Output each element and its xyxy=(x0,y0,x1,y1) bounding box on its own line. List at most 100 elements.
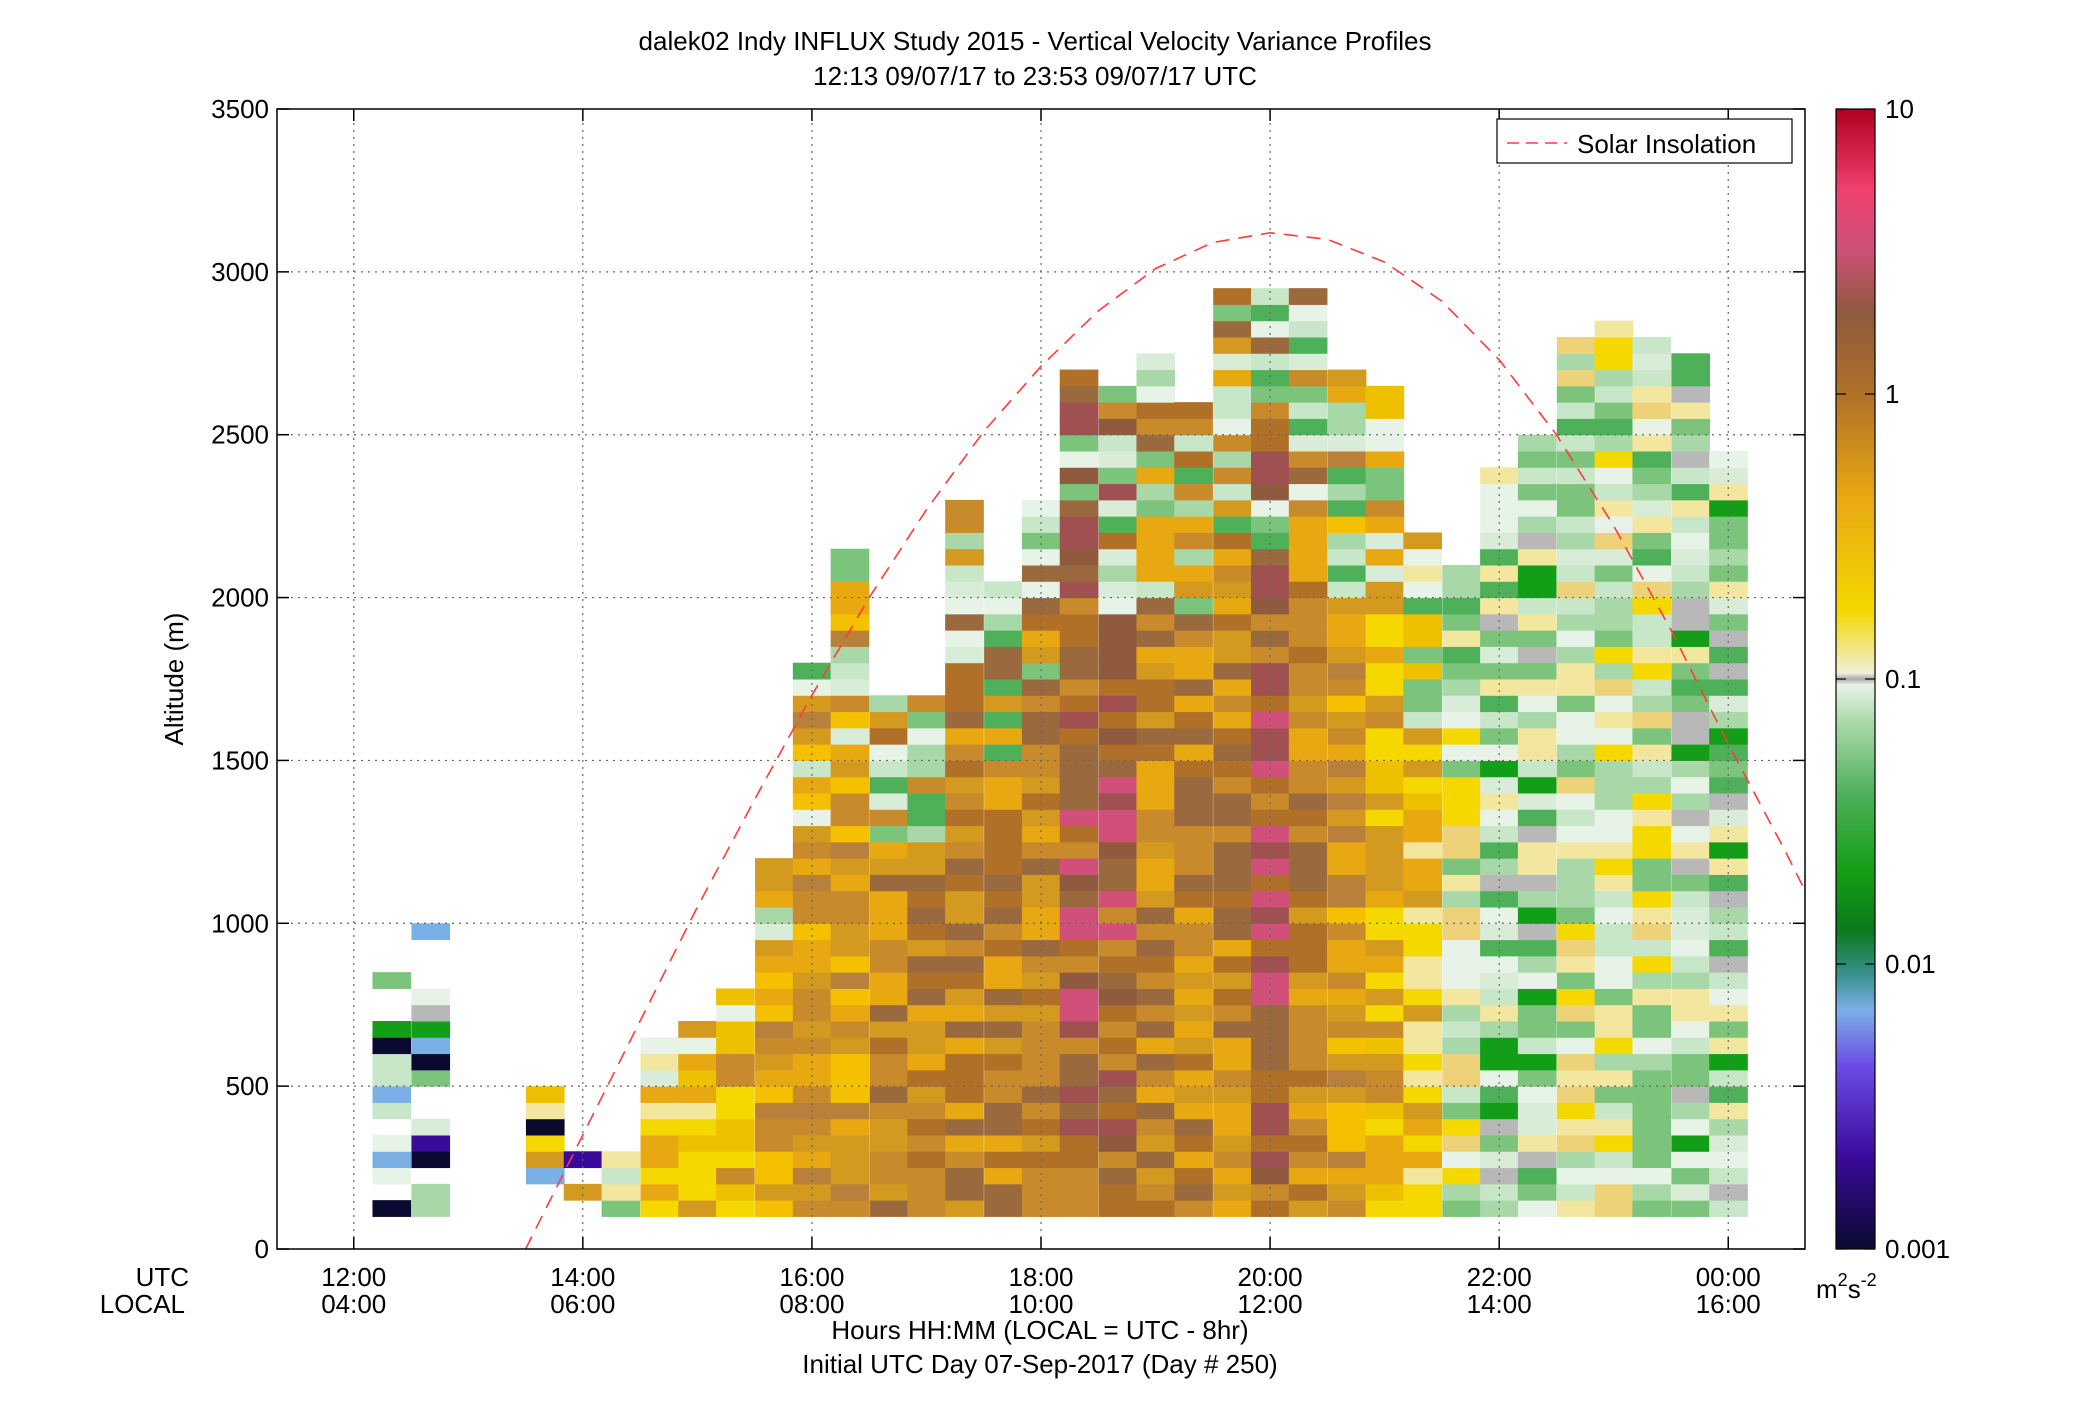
heatmap-cell xyxy=(1709,825,1748,843)
chart-title: dalek02 Indy INFLUX Study 2015 - Vertica… xyxy=(639,26,1432,56)
heatmap-cell xyxy=(1059,695,1099,713)
heatmap-cell xyxy=(1174,711,1213,729)
heatmap-cell xyxy=(1098,418,1138,436)
heatmap-cell xyxy=(1365,972,1405,989)
heatmap-cell xyxy=(1442,776,1481,794)
heatmap-cell xyxy=(1556,1021,1596,1038)
heatmap-cell xyxy=(372,1021,412,1038)
heatmap-cell xyxy=(1327,1200,1367,1217)
heatmap-cell xyxy=(1059,1167,1099,1185)
heatmap-cell xyxy=(1671,988,1711,1006)
heatmap-cell xyxy=(1251,369,1290,387)
heatmap-cell xyxy=(1174,1086,1213,1103)
heatmap-cell xyxy=(792,1037,832,1055)
heatmap-cell xyxy=(1098,662,1138,680)
heatmap-cell xyxy=(1556,1004,1596,1022)
heatmap-cell xyxy=(1632,955,1672,973)
heatmap-cell xyxy=(1671,793,1711,810)
heatmap-cell xyxy=(1517,695,1557,713)
heatmap-cell xyxy=(1671,809,1711,827)
heatmap-cell xyxy=(792,793,832,810)
heatmap-cell xyxy=(830,988,870,1006)
heatmap-cell xyxy=(716,1021,755,1038)
heatmap-cell xyxy=(1059,923,1099,941)
heatmap-cell xyxy=(945,1069,984,1087)
heatmap-cell xyxy=(830,662,870,680)
heatmap-cell xyxy=(1098,1086,1138,1103)
heatmap-cell xyxy=(1365,679,1405,696)
heatmap-cell xyxy=(984,988,1023,1006)
heatmap-cell xyxy=(1403,1037,1442,1055)
heatmap-cell xyxy=(678,1167,717,1185)
colorbar-unit: m2s-2 xyxy=(1816,1270,1877,1304)
heatmap-cell xyxy=(755,988,794,1006)
heatmap-cell xyxy=(1709,972,1748,989)
heatmap-cell xyxy=(1594,1021,1634,1038)
heatmap-cell xyxy=(869,972,909,989)
heatmap-cell xyxy=(1136,923,1176,941)
heatmap-cell xyxy=(678,1021,717,1038)
heatmap-cell xyxy=(1442,1135,1481,1152)
heatmap-cell xyxy=(1594,1053,1634,1071)
heatmap-cell xyxy=(1059,385,1099,403)
heatmap-cell xyxy=(792,988,832,1006)
heatmap-cell xyxy=(1709,1183,1748,1201)
heatmap-cell xyxy=(1288,1069,1328,1087)
heatmap-cell xyxy=(1288,1151,1328,1169)
heatmap-cell xyxy=(1213,760,1252,778)
heatmap-cell xyxy=(1136,1069,1176,1087)
row-label-utc: UTC xyxy=(136,1262,189,1292)
heatmap-cell xyxy=(1251,939,1290,957)
heatmap-cell xyxy=(1136,1200,1176,1217)
heatmap-cell xyxy=(1517,809,1557,827)
heatmap-cell xyxy=(1671,630,1711,647)
heatmap-cell xyxy=(907,1183,947,1201)
heatmap-cell xyxy=(1251,1069,1290,1087)
heatmap-cell xyxy=(1556,451,1596,468)
heatmap-cell xyxy=(640,1135,680,1152)
heatmap-cell xyxy=(1594,874,1634,892)
heatmap-cell xyxy=(1480,793,1519,810)
heatmap-cell xyxy=(1480,1069,1519,1087)
heatmap-cell xyxy=(1098,565,1138,582)
heatmap-cell xyxy=(1442,890,1481,908)
heatmap-cell xyxy=(907,760,947,778)
heatmap-cell xyxy=(1556,1053,1596,1071)
heatmap-cell xyxy=(1632,760,1672,778)
heatmap-cell xyxy=(1594,711,1634,729)
heatmap-cell xyxy=(1136,451,1176,468)
heatmap-cell xyxy=(1480,467,1519,485)
heatmap-cell xyxy=(945,1151,984,1169)
heatmap-cell xyxy=(1136,793,1176,810)
heatmap-cell xyxy=(1288,402,1328,419)
heatmap-cell xyxy=(1213,907,1252,924)
heatmap-cell xyxy=(755,1069,794,1087)
heatmap-cell xyxy=(1136,939,1176,957)
heatmap-cell xyxy=(1365,565,1405,582)
heatmap-cell xyxy=(869,1086,909,1103)
heatmap-cell xyxy=(716,1151,755,1169)
grid-lines xyxy=(277,109,1805,1249)
heatmap-cell xyxy=(984,939,1023,957)
heatmap-cell xyxy=(792,841,832,859)
heatmap-cell xyxy=(830,597,870,615)
heatmap-cell xyxy=(1213,597,1252,615)
heatmap-cell xyxy=(1671,369,1711,387)
heatmap-cell xyxy=(755,1053,794,1071)
heatmap-cell xyxy=(1327,711,1367,729)
x-tick-label-local: 16:00 xyxy=(1696,1289,1761,1319)
heatmap-cell xyxy=(1671,1037,1711,1055)
heatmap-cell xyxy=(945,532,984,550)
heatmap-cell xyxy=(1213,695,1252,713)
heatmap-cell xyxy=(1174,597,1213,615)
heatmap-cell xyxy=(1098,972,1138,989)
heatmap-cell xyxy=(1671,972,1711,989)
heatmap-cell xyxy=(755,1135,794,1152)
heatmap-cell xyxy=(1213,1151,1252,1169)
heatmap-cell xyxy=(1365,646,1405,664)
heatmap-cell xyxy=(1365,809,1405,827)
heatmap-cell xyxy=(1213,451,1252,468)
heatmap-cell xyxy=(945,1004,984,1022)
heatmap-cell xyxy=(1098,451,1138,468)
heatmap-cell xyxy=(1059,907,1099,924)
